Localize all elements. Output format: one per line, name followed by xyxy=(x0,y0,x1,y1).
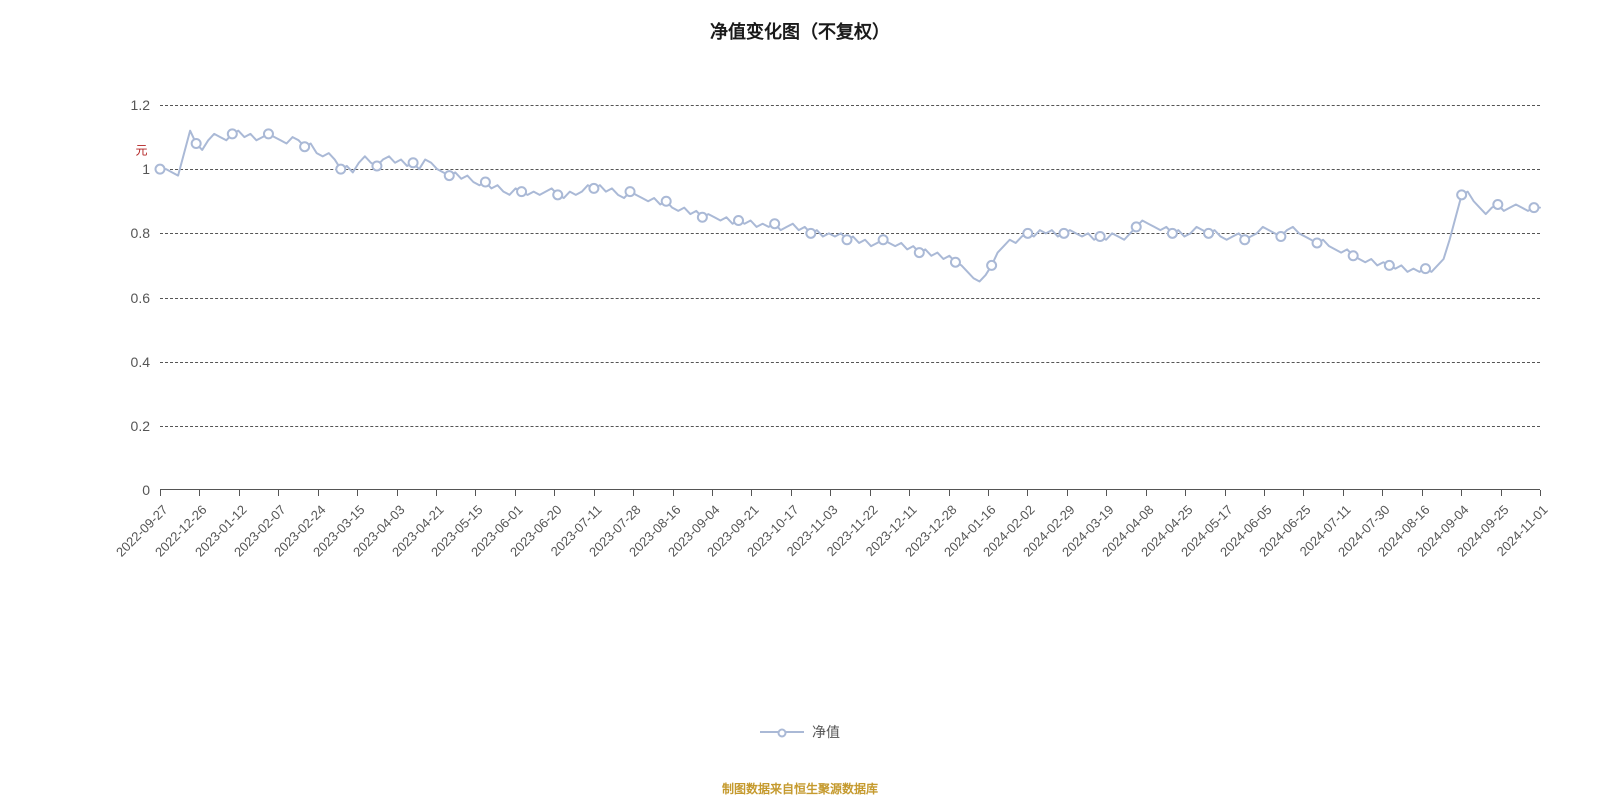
x-tick xyxy=(239,490,240,496)
x-tick xyxy=(1067,490,1068,496)
data-marker xyxy=(1349,251,1358,260)
y-tick-label: 1.2 xyxy=(131,97,150,113)
x-tick xyxy=(751,490,752,496)
x-tick xyxy=(1146,490,1147,496)
x-tick xyxy=(318,490,319,496)
data-marker xyxy=(1529,203,1538,212)
data-marker xyxy=(1023,229,1032,238)
data-marker xyxy=(1493,200,1502,209)
x-tick xyxy=(554,490,555,496)
legend-label: 净值 xyxy=(812,722,840,742)
x-tick xyxy=(1343,490,1344,496)
x-tick xyxy=(1185,490,1186,496)
x-tick xyxy=(278,490,279,496)
x-tick xyxy=(1225,490,1226,496)
data-marker xyxy=(1385,261,1394,270)
x-tick xyxy=(475,490,476,496)
x-tick xyxy=(436,490,437,496)
data-marker xyxy=(806,229,815,238)
x-tick xyxy=(1382,490,1383,496)
x-tick xyxy=(1303,490,1304,496)
data-marker xyxy=(842,235,851,244)
data-marker xyxy=(879,235,888,244)
y-tick-label: 0.6 xyxy=(131,290,150,306)
data-marker xyxy=(553,190,562,199)
nav-chart: 净值变化图（不复权） 00.20.40.60.811.2元2022-09-272… xyxy=(0,0,1600,800)
data-marker xyxy=(589,184,598,193)
x-tick xyxy=(594,490,595,496)
y-tick-label: 0.8 xyxy=(131,225,150,241)
data-marker xyxy=(336,165,345,174)
data-marker xyxy=(1132,222,1141,231)
data-marker xyxy=(1168,229,1177,238)
data-marker xyxy=(915,248,924,257)
data-marker xyxy=(192,139,201,148)
chart-title: 净值变化图（不复权） xyxy=(0,18,1600,44)
x-tick xyxy=(712,490,713,496)
x-tick xyxy=(397,490,398,496)
x-tick xyxy=(160,490,161,496)
footer-note: 制图数据来自恒生聚源数据库 xyxy=(0,780,1600,797)
data-marker xyxy=(1276,232,1285,241)
data-marker xyxy=(300,142,309,151)
data-marker xyxy=(951,258,960,267)
legend-line-icon xyxy=(760,731,804,733)
x-tick xyxy=(949,490,950,496)
x-tick xyxy=(1501,490,1502,496)
data-marker xyxy=(409,158,418,167)
y-axis-unit: 元 xyxy=(133,144,150,156)
y-tick-label: 0.2 xyxy=(131,418,150,434)
x-tick xyxy=(1422,490,1423,496)
data-marker xyxy=(156,165,165,174)
x-tick xyxy=(1027,490,1028,496)
x-tick xyxy=(870,490,871,496)
data-marker xyxy=(1204,229,1213,238)
x-tick xyxy=(673,490,674,496)
legend-marker-icon xyxy=(778,729,787,738)
data-marker xyxy=(1240,235,1249,244)
data-marker xyxy=(228,129,237,138)
data-marker xyxy=(1421,264,1430,273)
x-tick xyxy=(515,490,516,496)
data-marker xyxy=(372,161,381,170)
data-marker xyxy=(517,187,526,196)
x-tick xyxy=(791,490,792,496)
x-tick xyxy=(909,490,910,496)
data-marker xyxy=(662,197,671,206)
data-marker xyxy=(1096,232,1105,241)
series-line xyxy=(160,105,1540,490)
data-marker xyxy=(445,171,454,180)
data-marker xyxy=(264,129,273,138)
x-tick xyxy=(830,490,831,496)
y-tick-label: 0 xyxy=(142,482,150,498)
data-marker xyxy=(1313,238,1322,247)
data-marker xyxy=(734,216,743,225)
data-marker xyxy=(770,219,779,228)
x-tick xyxy=(633,490,634,496)
x-tick xyxy=(199,490,200,496)
data-marker xyxy=(481,178,490,187)
y-tick-label: 0.4 xyxy=(131,354,150,370)
x-tick xyxy=(1106,490,1107,496)
x-tick xyxy=(1264,490,1265,496)
x-tick xyxy=(357,490,358,496)
data-marker xyxy=(698,213,707,222)
plot-area: 00.20.40.60.811.2元2022-09-272022-12-2620… xyxy=(160,105,1540,490)
x-tick xyxy=(1540,490,1541,496)
legend-item: 净值 xyxy=(760,722,840,742)
x-tick xyxy=(988,490,989,496)
data-marker xyxy=(1457,190,1466,199)
data-marker xyxy=(626,187,635,196)
data-marker xyxy=(987,261,996,270)
legend: 净值 xyxy=(0,720,1600,742)
y-tick-label: 1 xyxy=(142,161,150,177)
data-marker xyxy=(1059,229,1068,238)
x-tick xyxy=(1461,490,1462,496)
